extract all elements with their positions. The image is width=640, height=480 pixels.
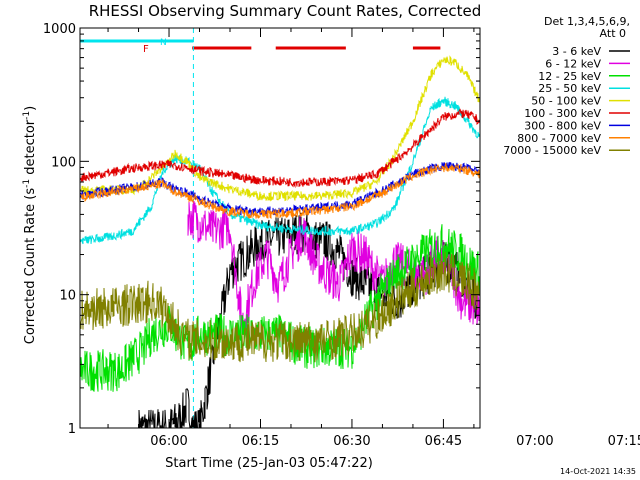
series-line-8 (80, 162, 480, 220)
y-label-exponent: -1 (22, 111, 32, 120)
x-tick-label: 06:00 (150, 434, 187, 449)
y-label-exponent: -1 (22, 179, 32, 188)
y-tick-label: 1 (68, 422, 76, 437)
x-tick-label: 06:45 (425, 434, 462, 449)
y-axis-label: Corrected Count Rate (s-1 detector-1) (22, 106, 38, 344)
series-line-3 (80, 224, 480, 392)
legend-label: 3 - 6 keV (552, 45, 601, 58)
x-tick-label: 07:00 (516, 434, 553, 449)
y-label-part: Corrected Count Rate (s (23, 188, 38, 345)
axes: 1 10 100 1000 06:00 06:15 06:30 06:45 07:00 07:15 (43, 22, 640, 449)
plot-clip-group (80, 28, 480, 428)
series-line-5 (80, 55, 480, 202)
night-flag-label: N (160, 38, 167, 48)
y-tick-label: 1000 (43, 22, 76, 37)
series-line-9 (80, 251, 480, 363)
series-line-4 (80, 96, 480, 245)
series-line-2 (187, 200, 480, 338)
legend-label: 6 - 12 keV (545, 57, 601, 70)
plot-frame (79, 27, 481, 429)
y-tick-label: 100 (51, 155, 76, 170)
legend-label: 50 - 100 keV (531, 95, 601, 108)
chart-title: RHESSI Observing Summary Count Rates, Co… (89, 2, 482, 20)
legend-header-line: Det 1,3,4,5,6,9, (544, 15, 630, 28)
legend-header-line: Att 0 (600, 27, 626, 40)
legend-label: 100 - 300 keV (524, 107, 601, 120)
legend-label: 800 - 7000 keV (517, 132, 601, 145)
y-tick-label: 10 (59, 289, 76, 304)
legend-label: 12 - 25 keV (538, 70, 601, 83)
x-axis-label: Start Time (25-Jan-03 05:47:22) (165, 456, 373, 471)
timestamp: 14-Oct-2021 14:35 (560, 467, 636, 476)
legend-label: 7000 - 15000 keV (503, 144, 601, 157)
y-label-part: detector (23, 119, 38, 179)
x-tick-label: 06:15 (242, 434, 279, 449)
legend-label: 300 - 800 keV (524, 119, 601, 132)
flare-flag-label: F (143, 44, 149, 55)
x-tick-label: 06:30 (333, 434, 370, 449)
y-label-part: ) (23, 106, 38, 111)
legend-label: 25 - 50 keV (538, 82, 601, 95)
plot-area: NF (80, 28, 480, 428)
x-tick-label: 07:15 (608, 434, 640, 449)
series-line-6 (80, 108, 480, 189)
